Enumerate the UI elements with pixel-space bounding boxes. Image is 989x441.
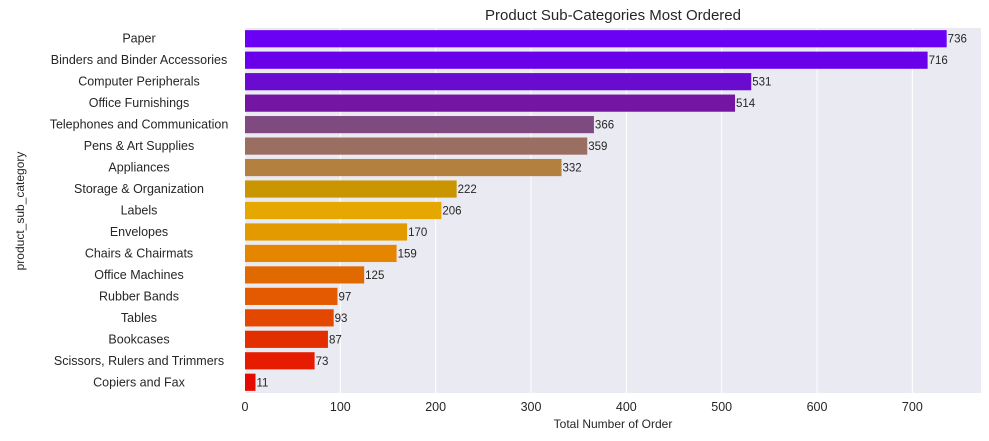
bar [245,51,928,69]
y-axis-title: product_sub_category [13,152,27,271]
category-label: Paper [122,32,155,46]
category-label: Tables [121,311,157,325]
category-label: Copiers and Fax [93,375,185,389]
bar [245,352,315,370]
bar-value-label: 366 [595,120,614,132]
category-label: Storage & Organization [74,182,204,196]
category-label: Telephones and Communication [50,118,229,132]
bar-value-label: 97 [338,291,351,303]
bar [245,309,334,327]
bar [245,330,328,348]
bar [245,73,752,91]
bar [245,137,588,155]
category-label: Binders and Binder Accessories [51,53,227,67]
category-label: Bookcases [108,332,169,346]
category-label: Pens & Art Supplies [84,139,194,153]
x-tick-label: 0 [242,400,249,414]
bar-value-label: 170 [408,227,427,239]
category-label: Scissors, Rulers and Trimmers [54,354,224,368]
x-tick-label: 400 [616,400,637,414]
category-label: Appliances [108,161,169,175]
bar-value-label: 531 [752,77,771,89]
bar [245,287,338,305]
category-label: Envelopes [110,225,168,239]
bar-value-label: 73 [316,356,329,368]
bar-value-label: 93 [335,313,348,325]
category-label: Office Machines [94,268,183,282]
bar-value-label: 159 [398,248,417,260]
x-axis-title: Total Number of Order [554,417,673,431]
category-label: Office Furnishings [89,96,190,110]
bar [245,30,947,48]
x-tick-label: 100 [330,400,351,414]
bar [245,373,256,391]
x-tick-labels: 0 100 200 300 400 500 600 700 [242,400,923,414]
bar-value-label: 332 [563,163,582,175]
bar [245,180,457,198]
bar-value-label: 206 [442,206,461,218]
x-tick-label: 200 [425,400,446,414]
x-tick-label: 500 [711,400,732,414]
chart-title: Product Sub-Categories Most Ordered [485,7,741,24]
bar [245,116,594,134]
bar [245,266,365,284]
bar-value-label: 222 [458,184,477,196]
category-label: Chairs & Chairmats [85,246,193,260]
bar-value-label: 11 [256,377,268,389]
bar [245,94,736,112]
category-label: Computer Peripherals [78,75,200,89]
bar-value-label: 716 [929,55,948,67]
bar-value-label: 514 [736,98,756,110]
bar [245,244,397,263]
category-label: Rubber Bands [99,289,179,303]
bar-value-label: 87 [329,334,342,346]
x-tick-label: 300 [521,400,542,414]
x-tick-label: 600 [807,400,828,414]
bar-value-label: 736 [948,34,967,46]
bar-value-label: 125 [365,270,384,282]
x-tick-label: 700 [902,400,923,414]
category-labels: Paper Binders and Binder Accessories Compu… [50,32,229,390]
bars [245,30,947,391]
category-label: Labels [121,204,158,218]
bar [245,201,442,220]
bar-value-label: 359 [588,141,607,153]
bar [245,158,562,177]
bar [245,223,408,241]
